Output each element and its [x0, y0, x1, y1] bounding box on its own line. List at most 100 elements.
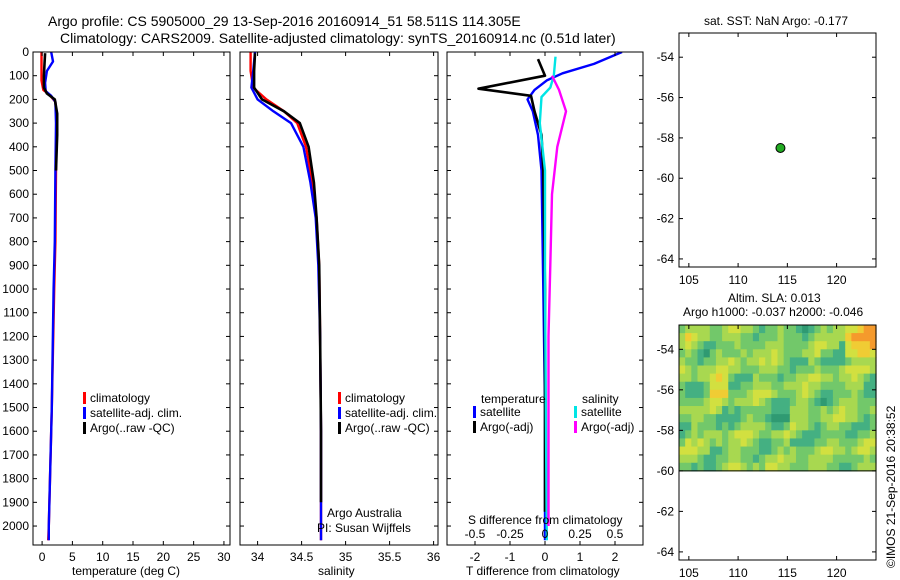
sla-cell — [734, 414, 742, 423]
sla-cell — [703, 422, 711, 431]
sla-cell — [783, 422, 791, 431]
sla-cell — [832, 357, 840, 367]
sla-cell — [697, 406, 705, 415]
sla-cell — [679, 454, 686, 464]
sla-cell — [869, 325, 877, 334]
sla-cell — [808, 389, 816, 399]
sla-cell — [869, 349, 877, 359]
sst-argo-marker-0 — [775, 142, 786, 153]
sla-cell — [746, 333, 754, 342]
sla-cell — [863, 406, 871, 415]
sla-cell — [808, 397, 816, 407]
sla-cell — [777, 365, 785, 375]
sla-cell — [765, 365, 772, 375]
sla-cell — [709, 438, 717, 448]
sla-cell — [709, 341, 717, 350]
sla-cell — [715, 373, 723, 383]
sla-cell — [814, 454, 822, 464]
sla-cell — [709, 357, 717, 367]
temperature-xtick-label-5: 25 — [187, 550, 201, 564]
sla-cell — [832, 349, 840, 359]
sla-cell — [752, 333, 760, 342]
sla-cell — [869, 389, 877, 399]
sla-cell — [728, 389, 736, 399]
temperature-series-2-line — [42, 53, 59, 171]
sla-cell — [697, 438, 705, 448]
sla-cell — [740, 373, 748, 383]
sla-cell — [802, 333, 809, 342]
sla-cell — [795, 357, 803, 367]
sla-cell — [826, 333, 834, 342]
sla-cell — [752, 462, 760, 472]
sla-cell — [771, 349, 779, 359]
sla-cell — [752, 381, 760, 391]
sla-cell — [685, 422, 692, 431]
difference-legend-label-0: satellite — [480, 405, 521, 419]
sla-cell — [703, 397, 711, 407]
sla-cell — [697, 325, 705, 334]
sla-cell — [715, 462, 723, 472]
sla-cell — [826, 373, 834, 383]
sla-cell — [722, 454, 729, 464]
sla-cell — [679, 325, 686, 334]
sla-cell — [715, 454, 723, 464]
sla-cell — [728, 373, 736, 383]
sla-cell — [722, 414, 729, 423]
sla-cell — [814, 406, 822, 415]
sla-cell — [685, 438, 692, 448]
difference-xtick-label-0: -2 — [470, 550, 481, 564]
sla-cell — [777, 446, 785, 456]
sla-cell — [808, 422, 816, 431]
sla-cell — [832, 373, 840, 383]
sla-cell — [734, 341, 742, 350]
sla-cell — [783, 462, 791, 472]
sla-cell — [722, 349, 729, 359]
sla-cell — [771, 462, 779, 472]
sla-cell — [771, 333, 779, 342]
sla-cell — [685, 406, 692, 415]
sla-xtick-label-0: 105 — [679, 566, 699, 580]
sla-cell — [795, 341, 803, 350]
sla-cell — [826, 438, 834, 448]
sla-cell — [802, 325, 809, 334]
sla-cell — [697, 454, 705, 464]
sla-cell — [820, 422, 828, 431]
sla-cell — [832, 341, 840, 350]
sla-cell — [703, 373, 711, 383]
sla-cell — [857, 333, 865, 342]
salinity-xtick-label-0: 34 — [251, 550, 265, 564]
sla-cell — [709, 373, 717, 383]
sla-cell — [789, 454, 797, 464]
sla-cell — [697, 365, 705, 375]
sla-cell — [820, 389, 828, 399]
sla-cell — [746, 438, 754, 448]
sla-cell — [771, 325, 779, 334]
sla-cell — [789, 341, 797, 350]
sla-cell — [789, 406, 797, 415]
sla-cell — [697, 333, 705, 342]
sla-cell — [728, 422, 736, 431]
sla-cell — [802, 365, 809, 375]
sla-cell — [795, 454, 803, 464]
sla-cell — [783, 430, 791, 440]
sla-cell — [765, 454, 772, 464]
sla-cell — [703, 406, 711, 415]
sla-cell — [826, 462, 834, 472]
sla-cell — [691, 373, 699, 383]
salinity-series-1-line — [250, 52, 323, 541]
sla-cell — [685, 414, 692, 423]
temperature-ytick-label-10: 1000 — [2, 282, 29, 296]
sla-cell — [783, 406, 791, 415]
sla-cell — [820, 430, 828, 440]
sla-cell — [697, 357, 705, 367]
sla-cell — [746, 422, 754, 431]
sla-cell — [740, 438, 748, 448]
sla-cell — [740, 357, 748, 367]
sla-cell — [795, 325, 803, 334]
sla-cell — [808, 406, 816, 415]
header-line-1: Argo profile: CS 5905000_29 13-Sep-2016 … — [48, 13, 521, 29]
sla-ytick-label-5: -64 — [657, 545, 675, 559]
sla-cell — [697, 422, 705, 431]
sla-cell — [709, 454, 717, 464]
sla-cell — [814, 373, 822, 383]
